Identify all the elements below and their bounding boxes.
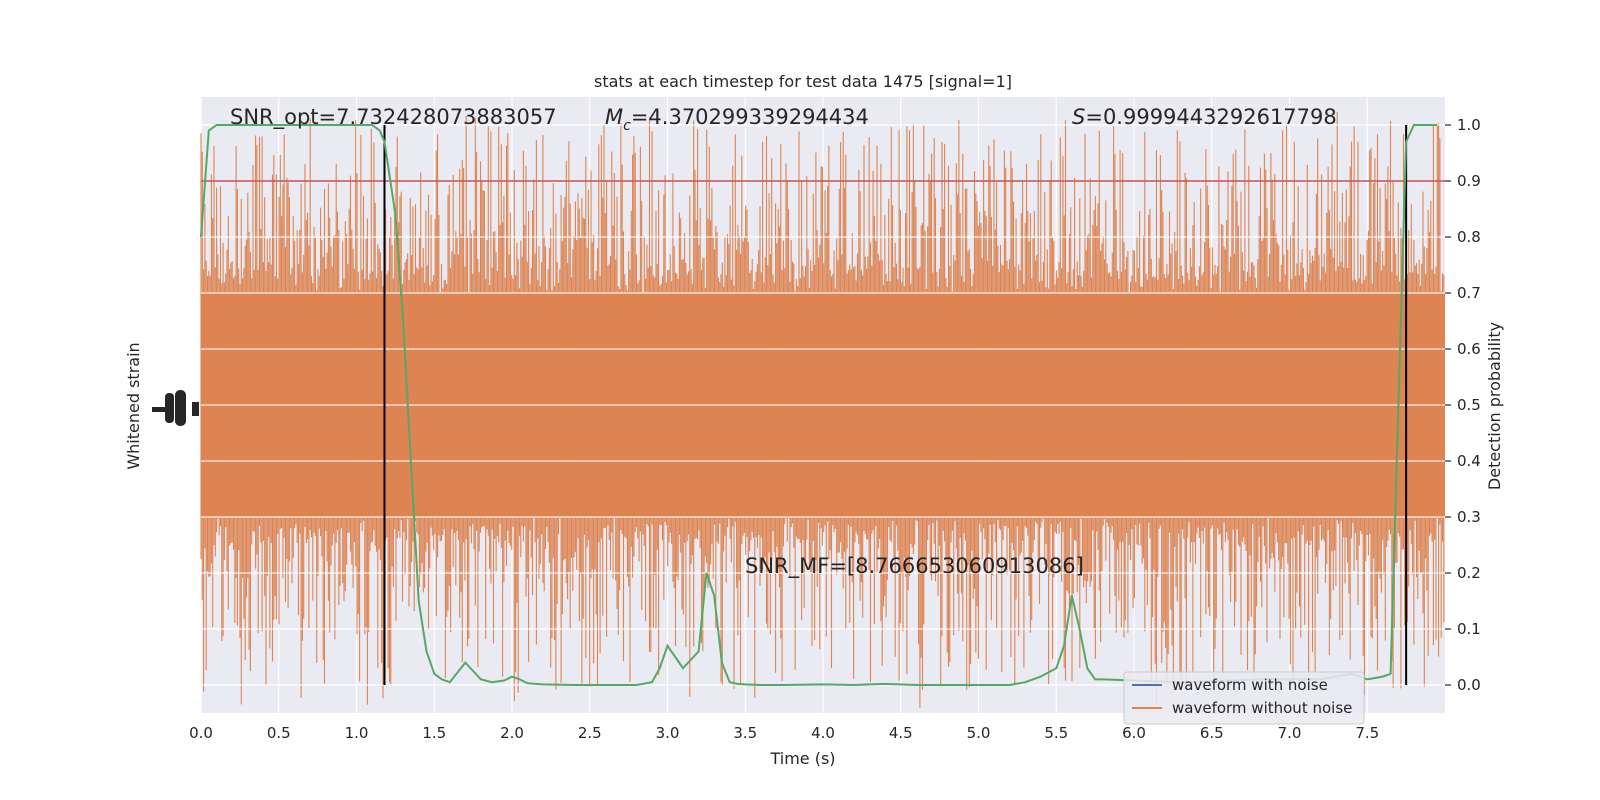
y-right-tick-label: 0.7 — [1457, 284, 1481, 302]
x-tick-label: 6.0 — [1122, 724, 1146, 742]
y-right-axis-ticks: 0.0 0.1 0.2 0.3 0.4 0.5 0.6 0.7 0.8 0.9 1.0 — [1445, 116, 1481, 694]
y-right-tick-label: 0.8 — [1457, 228, 1481, 246]
x-tick-label: 0.5 — [267, 724, 291, 742]
y-right-tick-label: 0.4 — [1457, 452, 1481, 470]
x-tick-label: 5.0 — [967, 724, 991, 742]
x-tick-label: 2.0 — [500, 724, 524, 742]
x-tick-label: 1.0 — [345, 724, 369, 742]
y-right-axis-label: Detection probability — [1485, 322, 1504, 490]
chart-plot: 0.0 0.5 1.0 1.5 2.0 2.5 3.0 3.5 4.0 4.5 5.0 5.5 6.0 6… — [152, 97, 1481, 742]
snr-opt-annotation: SNR_opt=7.732428073883057 — [230, 105, 557, 130]
waveform-spikes — [200, 112, 1445, 708]
x-tick-label: 6.5 — [1200, 724, 1224, 742]
y-right-tick-label: 0.1 — [1457, 620, 1481, 638]
left-axis-overlapping-ticks — [152, 390, 199, 426]
legend-box — [1123, 671, 1365, 725]
mc-symbol: M — [605, 105, 623, 129]
y-right-tick-label: 0.0 — [1457, 676, 1481, 694]
x-tick-label: 3.5 — [733, 724, 757, 742]
x-axis-ticks: 0.0 0.5 1.0 1.5 2.0 2.5 3.0 3.5 4.0 4.5 5.0 5.5 6.0 6… — [189, 724, 1379, 742]
x-tick-label: 0.0 — [189, 724, 213, 742]
y-right-tick-label: 0.9 — [1457, 172, 1481, 190]
x-tick-label: 7.5 — [1355, 724, 1379, 742]
y-right-tick-label: 0.5 — [1457, 396, 1481, 414]
legend-label-with-noise: waveform with noise — [1172, 676, 1328, 694]
mc-subscript: c — [623, 118, 631, 134]
x-tick-label: 7.0 — [1278, 724, 1302, 742]
left-tick-blob-part — [152, 407, 166, 412]
s-value: =0.9999443292617798 — [1085, 105, 1336, 129]
left-tick-blob-part — [175, 390, 186, 426]
y-left-axis-label: Whitened strain — [124, 342, 143, 469]
vertical-markers — [383, 125, 1408, 685]
mc-value: =4.370299339294434 — [631, 105, 869, 129]
legend-label-without-noise: waveform without noise — [1172, 699, 1352, 717]
x-tick-label: 4.0 — [811, 724, 835, 742]
x-tick-label: 1.5 — [422, 724, 446, 742]
left-tick-blob-part — [165, 393, 174, 423]
x-tick-label: 3.0 — [656, 724, 680, 742]
chart-title: stats at each timestep for test data 147… — [594, 72, 1012, 91]
mc-annotation: Mc=4.370299339294434 — [605, 105, 869, 134]
y-right-tick-label: 0.3 — [1457, 508, 1481, 526]
x-axis-label: Time (s) — [769, 749, 835, 768]
s-annotation: S=0.9999443292617798 — [1072, 105, 1337, 129]
x-tick-label: 2.5 — [578, 724, 602, 742]
left-tick-blob-part — [192, 402, 199, 416]
y-right-tick-label: 0.2 — [1457, 564, 1481, 582]
y-right-tick-label: 1.0 — [1457, 116, 1481, 134]
x-tick-label: 4.5 — [889, 724, 913, 742]
snr-mf-annotation: SNR_MF=[8.766653060913086] — [745, 554, 1084, 579]
legend: waveform with noise waveform without noi… — [1123, 671, 1365, 725]
s-symbol: S — [1072, 105, 1085, 129]
x-tick-label: 5.5 — [1044, 724, 1068, 742]
y-right-tick-label: 0.6 — [1457, 340, 1481, 358]
